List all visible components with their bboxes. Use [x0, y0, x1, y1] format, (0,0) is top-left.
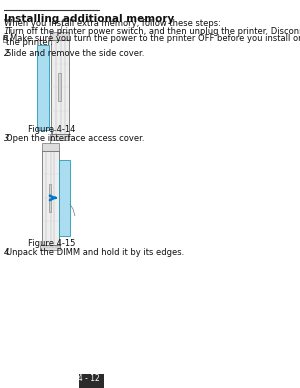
- Bar: [50, 33, 69, 40]
- Bar: [37, 45, 50, 130]
- Text: Figure 4-14: Figure 4-14: [28, 125, 76, 134]
- Text: OPTIONS   4 - 12: OPTIONS 4 - 12: [37, 374, 99, 383]
- Bar: [42, 151, 59, 245]
- Text: Installing additional memory: Installing additional memory: [4, 14, 174, 24]
- Text: Slide and remove the side cover.: Slide and remove the side cover.: [6, 48, 144, 57]
- Text: 2: 2: [4, 48, 9, 57]
- Text: B: B: [3, 35, 8, 42]
- Text: 1: 1: [4, 27, 9, 36]
- Text: Make sure you turn the power to the printer OFF before you install or remove the: Make sure you turn the power to the prin…: [10, 34, 300, 43]
- Bar: [42, 143, 59, 151]
- Text: 4: 4: [4, 248, 9, 257]
- Bar: [3, 35, 8, 42]
- Bar: [58, 73, 61, 101]
- Text: Turn off the printer power switch, and then unplug the printer. Disconnect the i: Turn off the printer power switch, and t…: [6, 27, 300, 47]
- Text: Figure 4-15: Figure 4-15: [28, 239, 76, 248]
- Bar: [49, 184, 51, 212]
- Bar: [51, 40, 69, 134]
- Text: Unpack the DIMM and hold it by its edges.: Unpack the DIMM and hold it by its edges…: [6, 248, 184, 257]
- Bar: [79, 374, 104, 388]
- Bar: [59, 160, 70, 236]
- Bar: [50, 134, 69, 140]
- Bar: [40, 245, 61, 250]
- Text: When you install extra memory, follow these steps:: When you install extra memory, follow th…: [4, 19, 221, 28]
- Text: Open the interface access cover.: Open the interface access cover.: [6, 134, 144, 143]
- Text: 3: 3: [4, 134, 9, 143]
